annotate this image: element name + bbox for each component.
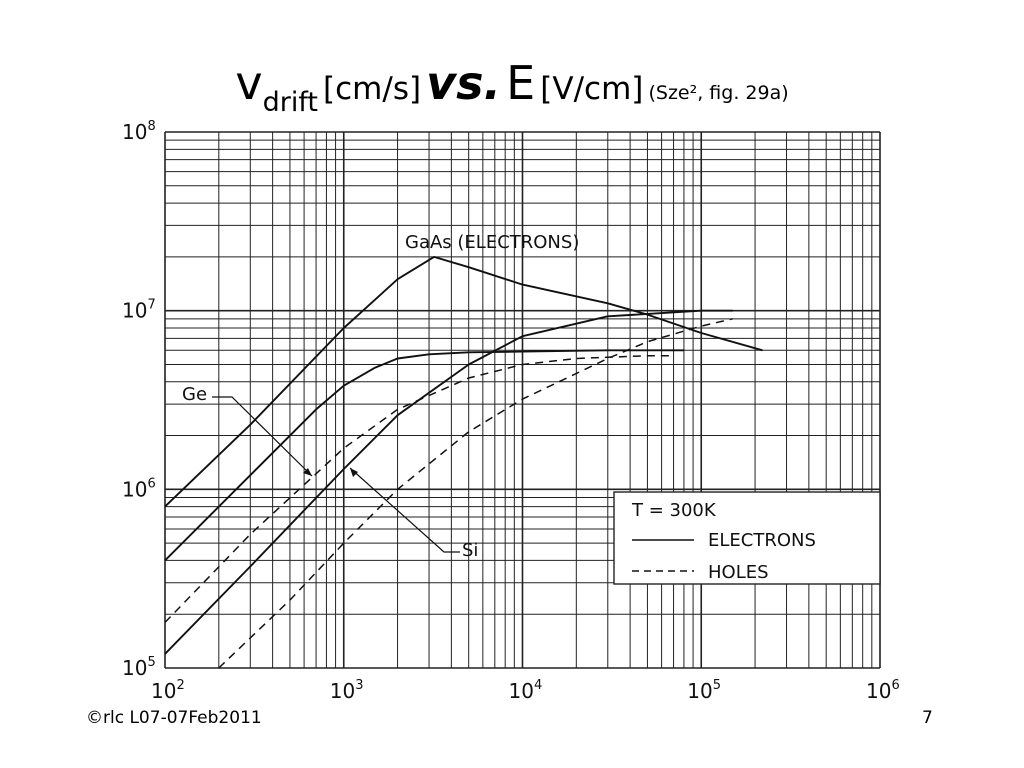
x-tick-label: 106: [866, 678, 900, 703]
x-tick-label: 105: [687, 678, 721, 703]
x-tick-base: 10: [151, 679, 176, 703]
y-tick-label: 108: [122, 119, 156, 144]
x-tick-base: 10: [866, 679, 891, 703]
annotation-layer: GaAs (ELECTRONS) Ge Si: [182, 232, 579, 561]
legend-header: T = 300K: [631, 500, 717, 521]
title-velocity-unit: [cm/s]: [323, 71, 422, 107]
y-tick-base: 10: [122, 477, 147, 501]
x-tick-label: 102: [151, 678, 185, 703]
annotation-si: Si: [462, 540, 478, 561]
y-tick-base: 10: [122, 299, 147, 323]
x-tick-exponent: 3: [355, 678, 363, 693]
title-velocity-subscript: drift: [262, 87, 318, 118]
series-line-ge-h: [164, 354, 674, 623]
x-axis-tick-labels: 102 103 104 105 106: [151, 678, 900, 703]
y-tick-label: 107: [122, 298, 156, 323]
ge-arrowhead: [303, 468, 312, 476]
y-tick-base: 10: [122, 656, 147, 680]
y-tick-exponent: 8: [147, 119, 155, 134]
title-velocity-symbol: v: [235, 56, 263, 110]
x-tick-exponent: 5: [713, 678, 721, 693]
y-tick-label: 105: [122, 655, 156, 680]
x-tick-label: 103: [330, 678, 364, 703]
x-tick-base: 10: [330, 679, 355, 703]
series-layer: [164, 255, 763, 669]
x-tick-exponent: 4: [534, 678, 542, 693]
grid-major-lines: [164, 131, 881, 669]
series-line-si-e: [164, 309, 733, 655]
annotation-ge: Ge: [182, 384, 207, 405]
x-tick-exponent: 6: [891, 678, 899, 693]
slide-title: vdrift [cm/s] vs. E [V/cm] (Sze², fig. 2…: [0, 56, 1024, 118]
footer-copyright: ©rlc L07-07Feb2011: [86, 708, 262, 728]
x-tick-base: 10: [509, 679, 534, 703]
page-number: 7: [922, 708, 933, 728]
title-field-unit: [V/cm]: [540, 71, 644, 107]
title-reference: (Sze², fig. 29a): [648, 82, 789, 104]
legend: T = 300K ELECTRONS HOLES: [613, 491, 881, 585]
title-versus: vs.: [426, 56, 502, 110]
ge-leader-line: [212, 396, 313, 477]
legend-holes-label: HOLES: [708, 562, 769, 583]
y-tick-exponent: 6: [147, 476, 155, 491]
y-tick-exponent: 7: [147, 298, 155, 313]
si-leader-line: [349, 467, 460, 553]
x-tick-exponent: 2: [176, 678, 184, 693]
series-line-gaas-e: [164, 255, 763, 508]
y-tick-exponent: 5: [147, 655, 155, 670]
y-tick-label: 106: [122, 476, 156, 501]
series-line-ge-e: [164, 349, 684, 562]
title-field-symbol: E: [506, 56, 536, 110]
legend-electrons-label: ELECTRONS: [708, 530, 816, 551]
x-tick-base: 10: [687, 679, 712, 703]
y-tick-base: 10: [122, 120, 147, 144]
si-arrowhead: [350, 468, 358, 477]
legend-box: [613, 491, 881, 585]
annotation-gaas: GaAs (ELECTRONS): [405, 232, 579, 253]
x-tick-label: 104: [509, 678, 543, 703]
